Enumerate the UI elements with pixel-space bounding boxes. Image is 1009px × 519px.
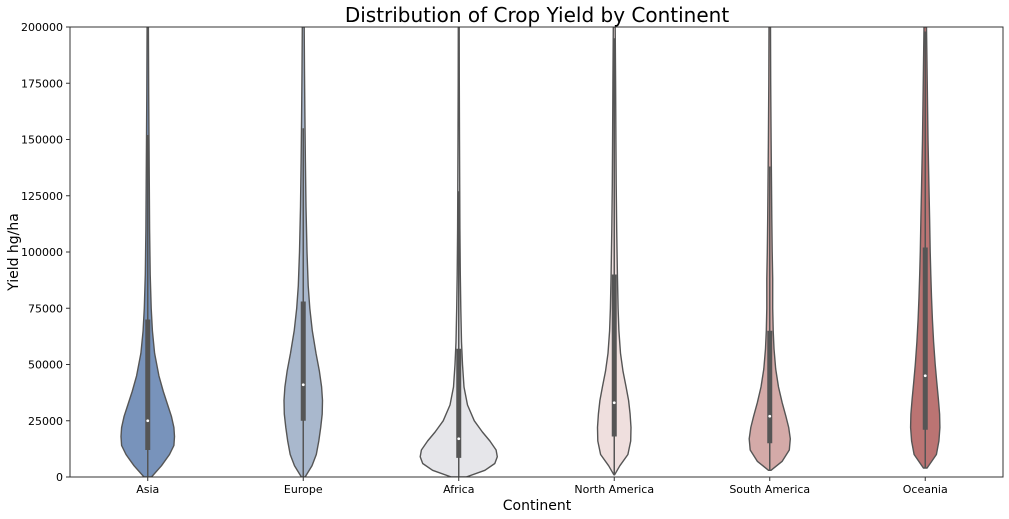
x-tick-label: Africa bbox=[443, 483, 474, 496]
violin-oceania bbox=[909, 27, 941, 469]
y-tick-label: 50000 bbox=[28, 359, 63, 372]
y-tick-label: 200000 bbox=[21, 21, 63, 34]
violin-median bbox=[146, 419, 150, 423]
x-tick-label: Europe bbox=[284, 483, 323, 496]
violin-asia bbox=[120, 27, 176, 477]
violin-median bbox=[457, 437, 461, 441]
x-axis: Asia Europe Africa North America South Ameri… bbox=[136, 477, 948, 496]
violin-group bbox=[120, 27, 941, 477]
y-tick-label: 125000 bbox=[21, 190, 63, 203]
violin-iqr-box bbox=[145, 319, 151, 450]
y-tick-label: 150000 bbox=[21, 134, 63, 147]
violin-median bbox=[923, 374, 927, 378]
violin-iqr-box bbox=[456, 348, 462, 458]
violin-europe bbox=[283, 27, 324, 477]
y-axis: 0 25000 50000 75000 100000 125000 150000 175000… bbox=[21, 21, 70, 484]
y-tick-label: 25000 bbox=[28, 415, 63, 428]
x-tick-label: Oceania bbox=[903, 483, 948, 496]
plot-frame bbox=[69, 26, 1004, 478]
violin-africa bbox=[419, 27, 498, 477]
violin-north-america bbox=[596, 27, 632, 476]
x-tick-label: North America bbox=[574, 483, 654, 496]
y-tick-label: 175000 bbox=[21, 77, 63, 90]
violin-median bbox=[612, 401, 616, 405]
violin-median bbox=[301, 383, 305, 387]
y-tick-label: 100000 bbox=[21, 246, 63, 259]
x-axis-title: Continent bbox=[503, 498, 572, 514]
violin-south-america bbox=[748, 27, 791, 471]
chart-title: Distribution of Crop Yield by Continent bbox=[345, 3, 730, 27]
violin-iqr-box bbox=[611, 274, 617, 437]
x-tick-label: Asia bbox=[136, 483, 159, 496]
y-tick-label: 0 bbox=[56, 471, 63, 484]
x-tick-label: South America bbox=[729, 483, 810, 496]
violin-median bbox=[768, 414, 772, 418]
violin-iqr-box bbox=[922, 247, 928, 430]
violin-iqr-box bbox=[300, 301, 306, 421]
y-axis-title: Yield hg/ha bbox=[6, 213, 22, 292]
y-tick-label: 75000 bbox=[28, 302, 63, 315]
violin-iqr-box bbox=[767, 330, 773, 444]
